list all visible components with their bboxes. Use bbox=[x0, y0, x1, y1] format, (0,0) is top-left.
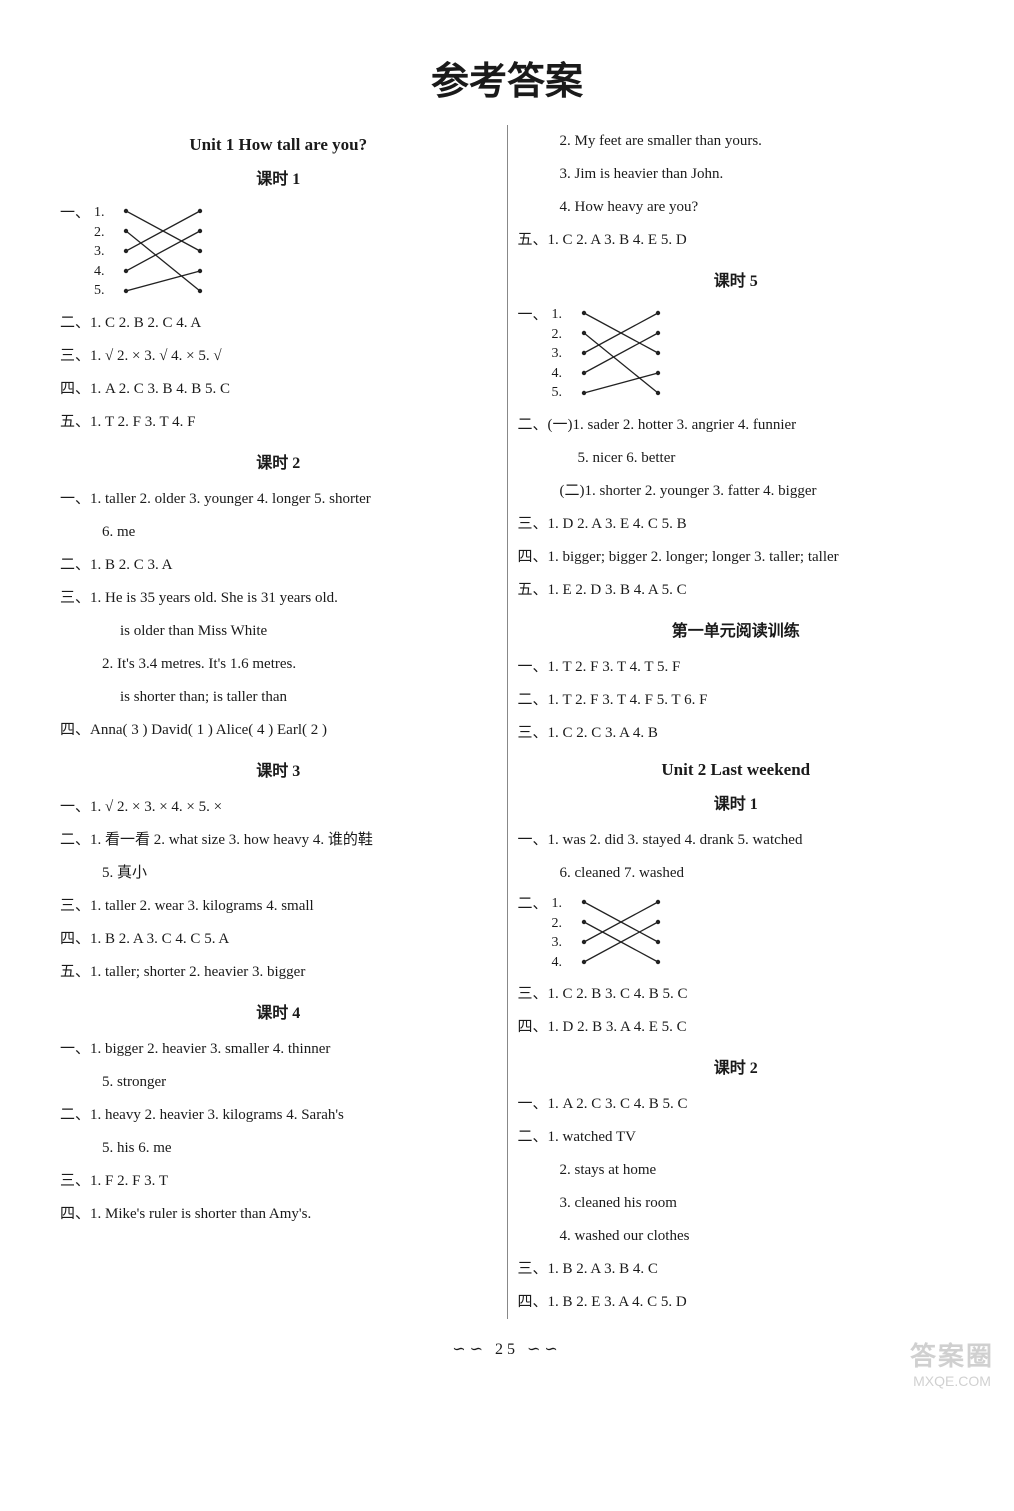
answer-line: 三、1. B 2. A 3. B 4. C bbox=[518, 1253, 955, 1286]
answer-line: 5. stronger bbox=[60, 1066, 497, 1099]
k1-q1-prefix: 一、 bbox=[60, 201, 90, 222]
page-decor: ∽∽ bbox=[452, 1341, 487, 1358]
answer-line: 3. Jim is heavier than John. bbox=[518, 158, 955, 191]
answer-line: 二、1. T 2. F 3. T 4. F 5. T 6. F bbox=[518, 684, 955, 717]
lesson3-heading: 课时 3 bbox=[60, 757, 497, 781]
answer-line: 五、1. E 2. D 3. B 4. A 5. C bbox=[518, 574, 955, 607]
answer-line: 3. cleaned his room bbox=[518, 1187, 955, 1220]
num: 1. bbox=[552, 894, 563, 914]
num: 5. bbox=[94, 281, 105, 301]
watermark-line2: MXQE.COM bbox=[910, 1373, 994, 1389]
answer-line: 二、1. B 2. C 3. A bbox=[60, 549, 497, 582]
answer-line: 2. It's 3.4 metres. It's 1.6 metres. bbox=[60, 648, 497, 681]
answer-line: 四、Anna( 3 ) David( 1 ) Alice( 4 ) Earl( … bbox=[60, 714, 497, 747]
answer-line: is older than Miss White bbox=[60, 615, 497, 648]
answer-line: 五、1. taller; shorter 2. heavier 3. bigge… bbox=[60, 956, 497, 989]
num: 4. bbox=[94, 262, 105, 282]
answer-line: 四、1. B 2. E 3. A 4. C 5. D bbox=[518, 1286, 955, 1319]
matching-diagram: 1. 2. 3. 4. 5. bbox=[120, 203, 240, 303]
num: 4. bbox=[552, 364, 563, 384]
answer-line: (二)1. shorter 2. younger 3. fatter 4. bi… bbox=[518, 475, 955, 508]
answer-line: 三、1. He is 35 years old. She is 31 years… bbox=[60, 582, 497, 615]
answer-line: 6. me bbox=[60, 516, 497, 549]
lesson4-heading: 课时 4 bbox=[60, 999, 497, 1023]
content-columns: Unit 1 How tall are you? 课时 1 一、 1. 2. 3… bbox=[50, 125, 964, 1319]
lesson2-heading: 课时 2 bbox=[60, 449, 497, 473]
lesson1-heading: 课时 1 bbox=[60, 165, 497, 189]
cross-svg-5b bbox=[578, 305, 678, 405]
answer-line: 三、1. D 2. A 3. E 4. C 5. B bbox=[518, 508, 955, 541]
num: 3. bbox=[552, 933, 563, 953]
left-column: Unit 1 How tall are you? 课时 1 一、 1. 2. 3… bbox=[50, 125, 508, 1319]
num: 3. bbox=[552, 344, 563, 364]
u2k1-q2-wrap: 二、 1. 2. 3. 4. bbox=[518, 890, 955, 978]
answer-line: 一、1. was 2. did 3. stayed 4. drank 5. wa… bbox=[518, 824, 955, 857]
k1-q1-numbers: 1. 2. 3. 4. 5. bbox=[94, 203, 105, 301]
u2k1-q2-prefix: 二、 bbox=[518, 892, 548, 913]
k5-q1-prefix: 一、 bbox=[518, 303, 548, 324]
answer-line: 三、1. taller 2. wear 3. kilograms 4. smal… bbox=[60, 890, 497, 923]
num: 4. bbox=[552, 953, 563, 973]
answer-line: 二、1. C 2. B 2. C 4. A bbox=[60, 307, 497, 340]
answer-line: 一、1. T 2. F 3. T 4. T 5. F bbox=[518, 651, 955, 684]
answer-line: 三、1. F 2. F 3. T bbox=[60, 1165, 497, 1198]
page-title: 参考答案 bbox=[50, 50, 964, 105]
answer-line: 一、1. taller 2. older 3. younger 4. longe… bbox=[60, 483, 497, 516]
cross-svg-4 bbox=[578, 894, 678, 974]
page-number: ∽∽ 25 ∽∽ bbox=[50, 1339, 964, 1359]
num: 5. bbox=[552, 383, 563, 403]
num: 2. bbox=[552, 914, 563, 934]
answer-line: 二、(一)1. sader 2. hotter 3. angrier 4. fu… bbox=[518, 409, 955, 442]
num: 1. bbox=[552, 305, 563, 325]
answer-line: 4. How heavy are you? bbox=[518, 191, 955, 224]
matching-diagram: 1. 2. 3. 4. bbox=[578, 894, 698, 974]
watermark-line1: 答案圈 bbox=[910, 1336, 994, 1373]
answer-line: 四、1. D 2. B 3. A 4. E 5. C bbox=[518, 1011, 955, 1044]
answer-line: 2. My feet are smaller than yours. bbox=[518, 125, 955, 158]
answer-line: 二、1. 看一看 2. what size 3. how heavy 4. 谁的… bbox=[60, 824, 497, 857]
answer-line: 5. his 6. me bbox=[60, 1132, 497, 1165]
answer-line: 一、1. √ 2. × 3. × 4. × 5. × bbox=[60, 791, 497, 824]
answer-line: 一、1. bigger 2. heavier 3. smaller 4. thi… bbox=[60, 1033, 497, 1066]
num: 3. bbox=[94, 242, 105, 262]
cross-svg-5a bbox=[120, 203, 220, 303]
answer-line: 五、1. C 2. A 3. B 4. E 5. D bbox=[518, 224, 955, 257]
answer-line: 三、1. C 2. C 3. A 4. B bbox=[518, 717, 955, 750]
answer-line: is shorter than; is taller than bbox=[60, 681, 497, 714]
answer-line: 四、1. Mike's ruler is shorter than Amy's. bbox=[60, 1198, 497, 1231]
unit2-heading: Unit 2 Last weekend bbox=[518, 760, 955, 780]
answer-line: 6. cleaned 7. washed bbox=[518, 857, 955, 890]
k1-q1-wrap: 一、 1. 2. 3. 4. 5. bbox=[60, 199, 497, 307]
right-column: 2. My feet are smaller than yours. 3. Ji… bbox=[508, 125, 965, 1319]
answer-line: 五、1. T 2. F 3. T 4. F bbox=[60, 406, 497, 439]
answer-line: 二、1. heavy 2. heavier 3. kilograms 4. Sa… bbox=[60, 1099, 497, 1132]
answer-line: 四、1. A 2. C 3. B 4. B 5. C bbox=[60, 373, 497, 406]
answer-line: 四、1. bigger; bigger 2. longer; longer 3.… bbox=[518, 541, 955, 574]
answer-line: 4. washed our clothes bbox=[518, 1220, 955, 1253]
u2-lesson1-heading: 课时 1 bbox=[518, 790, 955, 814]
k5-q1-numbers: 1. 2. 3. 4. 5. bbox=[552, 305, 563, 403]
unit1-heading: Unit 1 How tall are you? bbox=[60, 135, 497, 155]
answer-line: 2. stays at home bbox=[518, 1154, 955, 1187]
answer-line: 三、1. √ 2. × 3. √ 4. × 5. √ bbox=[60, 340, 497, 373]
answer-line: 二、1. watched TV bbox=[518, 1121, 955, 1154]
matching-diagram: 1. 2. 3. 4. 5. bbox=[578, 305, 698, 405]
page-num-value: 25 bbox=[495, 1341, 519, 1358]
answer-line: 5. 真小 bbox=[60, 857, 497, 890]
u2-lesson2-heading: 课时 2 bbox=[518, 1054, 955, 1078]
num: 2. bbox=[94, 223, 105, 243]
u2k1-q2-numbers: 1. 2. 3. 4. bbox=[552, 894, 563, 972]
num: 1. bbox=[94, 203, 105, 223]
k5-q1-wrap: 一、 1. 2. 3. 4. 5. bbox=[518, 301, 955, 409]
num: 2. bbox=[552, 325, 563, 345]
answer-line: 三、1. C 2. B 3. C 4. B 5. C bbox=[518, 978, 955, 1011]
answer-line: 5. nicer 6. better bbox=[518, 442, 955, 475]
answer-line: 四、1. B 2. A 3. C 4. C 5. A bbox=[60, 923, 497, 956]
page-decor: ∽∽ bbox=[527, 1341, 562, 1358]
lesson5-heading: 课时 5 bbox=[518, 267, 955, 291]
reading-heading: 第一单元阅读训练 bbox=[518, 617, 955, 641]
answer-line: 一、1. A 2. C 3. C 4. B 5. C bbox=[518, 1088, 955, 1121]
watermark: 答案圈 MXQE.COM bbox=[910, 1336, 994, 1389]
